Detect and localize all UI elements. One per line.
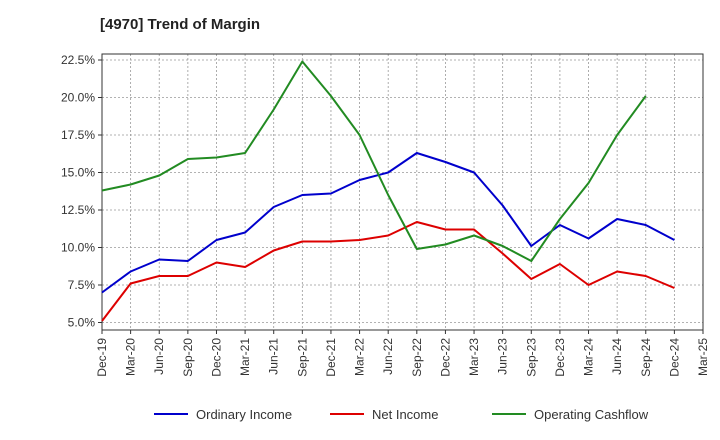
legend-label: Ordinary Income	[196, 407, 292, 422]
x-tick-label: Mar-22	[353, 338, 367, 376]
chart-title: [4970] Trend of Margin	[100, 16, 261, 33]
x-tick-label: Dec-23	[553, 338, 567, 377]
y-tick-label: 12.5%	[61, 203, 95, 217]
x-tick-label: Mar-24	[582, 338, 596, 376]
x-tick-label: Jun-22	[381, 338, 395, 375]
x-tick-label: Jun-24	[610, 338, 624, 375]
x-tick-label: Mar-23	[467, 338, 481, 376]
x-tick-label: Dec-24	[667, 338, 681, 377]
x-tick-label: Dec-20	[209, 338, 223, 377]
y-tick-label: 5.0%	[68, 316, 96, 330]
series-line-operating-cashflow	[101, 60, 647, 262]
x-tick-label: Sep-20	[181, 338, 195, 377]
y-tick-label: 15.0%	[61, 166, 95, 180]
x-tick-label: Mar-20	[124, 338, 138, 376]
x-tick-label: Dec-22	[438, 338, 452, 377]
x-tick-label: Sep-22	[410, 338, 424, 377]
x-tick-label: Mar-25	[696, 338, 710, 376]
series-line-ordinary-income	[101, 152, 675, 294]
x-tick-label: Mar-21	[238, 338, 252, 376]
x-tick-label: Jun-21	[267, 338, 281, 375]
series-line-net-income	[101, 221, 675, 322]
legend-label: Net Income	[372, 407, 438, 422]
y-tick-label: 20.0%	[61, 91, 95, 105]
y-tick-label: 22.5%	[61, 53, 95, 67]
y-tick-label: 7.5%	[68, 278, 96, 292]
x-tick-label: Sep-21	[295, 338, 309, 377]
y-tick-label: 17.5%	[61, 128, 95, 142]
x-tick-label: Dec-21	[324, 338, 338, 377]
x-tick-label: Jun-20	[152, 338, 166, 375]
y-tick-label: 10.0%	[61, 241, 95, 255]
plot-area-frame	[101, 53, 704, 331]
legend-label: Operating Cashflow	[534, 407, 649, 422]
x-tick-label: Sep-23	[524, 338, 538, 377]
x-tick-label: Jun-23	[496, 338, 510, 375]
x-tick-label: Dec-19	[95, 338, 109, 377]
x-tick-label: Sep-24	[639, 338, 653, 377]
